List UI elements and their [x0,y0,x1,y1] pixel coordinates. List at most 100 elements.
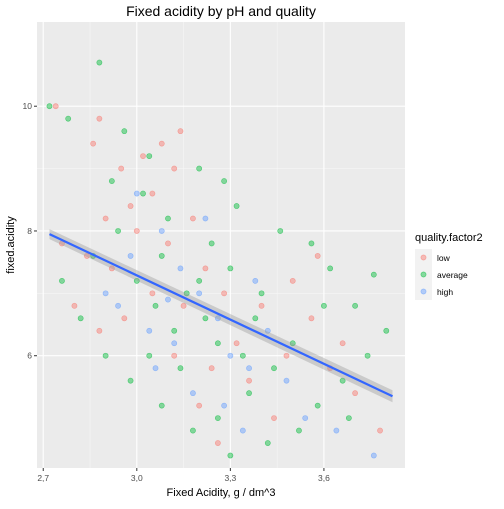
point-low [90,140,97,147]
legend-items: low average high [415,249,468,300]
point-average [345,415,352,421]
plot-panel [37,22,405,468]
point-average [264,440,271,446]
point-average [202,315,209,322]
legend-key-average [415,266,432,283]
point-high [333,427,340,434]
point-average [214,415,221,421]
point-low [339,340,346,347]
point-low [71,302,78,309]
legend-title: quality.factor2 [415,232,483,244]
point-average [208,240,215,247]
point-high [202,215,209,222]
point-average [239,352,246,359]
point-average [146,352,153,359]
point-low [208,365,215,372]
point-low [190,215,196,222]
major-gridlines [37,22,405,468]
point-low [171,352,178,359]
point-average [233,203,240,209]
point-average [308,240,315,247]
chart-title: Fixed acidity by pH and quality [126,3,316,19]
x-axis: 2,7 3,0 3,3 3,6 [37,468,330,483]
point-average [271,365,277,372]
point-high [158,228,165,234]
trend-line [49,233,393,398]
y-tick-label: 10 [23,101,33,111]
legend-swatch-average [420,271,427,278]
point-average [183,290,190,297]
trend-layer [49,229,393,403]
point-average [314,402,321,409]
point-average [383,327,390,334]
point-high [171,340,178,347]
point-average [121,128,128,135]
point-low [52,103,59,110]
point-average [196,277,203,284]
point-high [127,253,134,259]
point-high [190,390,196,397]
point-high [264,327,271,334]
point-average [190,427,196,434]
data-points [46,59,390,459]
point-low [83,253,90,259]
point-high [246,365,252,372]
point-average [258,290,265,297]
point-average [196,165,203,172]
point-average [115,228,121,234]
point-low [96,115,103,122]
point-low [108,265,115,272]
point-high [102,290,109,297]
point-low [214,440,221,446]
point-low [246,377,252,384]
point-average [108,178,115,184]
legend-swatch-low [420,254,427,261]
point-high [239,427,246,434]
point-low [377,427,383,434]
point-low [133,228,140,234]
point-average [246,390,252,397]
point-low [352,390,359,397]
point-high [221,402,228,409]
point-low [149,290,156,297]
y-tick-label: 8 [27,226,32,236]
point-average [296,427,302,434]
point-high [152,365,159,372]
point-low [271,415,277,421]
point-average [339,377,346,384]
point-average [364,352,371,359]
minor-gridlines [37,22,405,468]
point-low [180,302,187,309]
point-low [177,128,184,135]
x-tick-label: 3,6 [318,473,330,483]
point-low [121,315,128,322]
y-axis-label: fixed.acidity [5,216,17,274]
point-high [283,377,290,384]
point-average [65,115,72,122]
point-average [221,178,228,184]
point-high [177,265,184,272]
point-high [302,415,309,421]
y-tick-label: 6 [27,351,32,361]
point-low [165,240,171,247]
point-low [308,315,315,322]
x-tick-label: 3,3 [224,473,236,483]
point-average [214,340,221,347]
point-high [252,277,259,284]
point-average [277,228,284,234]
point-low [314,253,321,259]
point-average [152,302,159,309]
legend-swatch-high [420,288,427,295]
point-average [321,302,327,309]
point-low [221,290,228,297]
point-low [158,140,165,147]
point-low [127,203,134,209]
point-low [289,277,296,284]
point-low [149,190,156,197]
point-low [102,215,109,222]
point-average [370,271,377,278]
point-high [165,296,171,303]
point-high [370,452,377,459]
point-average [165,215,171,222]
